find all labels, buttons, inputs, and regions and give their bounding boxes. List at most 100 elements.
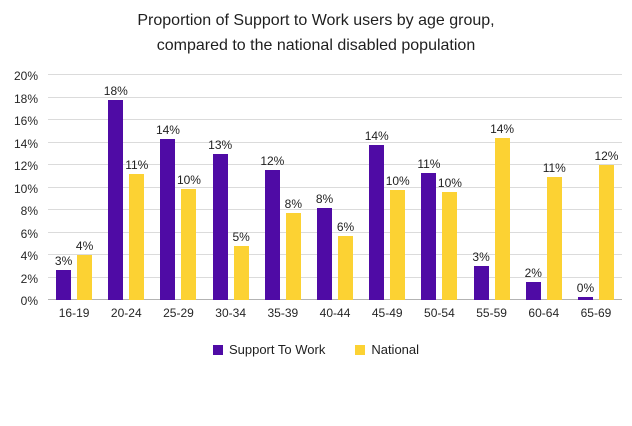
x-tick-label-60-64: 60-64 [528,306,560,320]
y-tick-label: 8% [20,204,38,218]
bar-value-label: 8% [315,191,334,206]
legend-item-national: National [355,342,419,357]
bar-support-to-work-40-44: 8% [316,192,333,300]
y-tick-label: 4% [20,249,38,263]
bar-support-to-work-30-34: 13% [208,138,232,300]
gridline-16% [48,119,622,120]
bar-group-20-24: 18% 11% [100,75,152,300]
gridline-14% [48,141,622,143]
y-axis: 0% 2% 4% 6% 8% 10% 12% 14% 16% 18% 20% [0,69,42,308]
gridline-6% [48,231,622,233]
legend: Support To Work National [0,342,632,357]
y-tick-label: 12% [13,159,38,173]
bar-value-label: 6% [336,219,355,234]
gridline-18% [48,96,622,98]
bar-group-60-64: 2% 11% [518,75,570,300]
bar-value-label: 0% [576,280,595,295]
x-tick-label-16-19: 16-19 [58,306,90,320]
bar-group-25-29: 14% 10% [152,75,204,300]
bar-national-20-24: 11% [125,158,148,300]
y-tick-label: 14% [13,136,38,151]
x-tick-label-65-69: 65-69 [580,306,612,320]
chart-title: Proportion of Support to Work users by a… [0,9,632,59]
bar-value-label: 12% [260,153,285,168]
bar-support-to-work-50-54: 11% [417,157,440,300]
bar-value-label: 10% [385,173,410,188]
bar-national-35-39: 8% [285,197,302,300]
bar-group-45-49: 14% 10% [361,75,413,300]
y-tick-label: 0% [20,294,38,308]
chart-title-line1: Proportion of Support to Work users by a… [137,12,495,29]
y-tick-label: 2% [20,271,38,286]
bar-support-to-work-45-49: 14% [365,129,389,300]
gridline-10% [48,186,622,188]
bar-value-label: 5% [232,230,250,244]
bar-value-label: 3% [472,250,490,265]
bar-support-to-work-60-64: 2% [525,266,542,300]
bar-groups: 3% 4% 18% 11% 14% 10% 13% 5% 12% 8% 8% 6% 14% 10% 11% 1… [48,75,622,300]
bar-group-50-54: 11% 10% [413,75,465,300]
y-tick-label: 6% [20,226,38,241]
y-tick-label: 18% [13,91,38,106]
x-tick-label-35-39: 35-39 [267,306,299,320]
bar-value-label: 10% [176,172,201,187]
bar-support-to-work-65-69: 0% [577,281,594,300]
bar-value-label: 18% [103,83,128,98]
legend-item-support-to-work: Support To Work [212,342,326,357]
bar-support-to-work-25-29: 14% [156,123,180,300]
bar-national-45-49: 10% [386,174,410,300]
bar-value-label: 14% [490,122,515,136]
bar-national-65-69: 12% [594,149,618,300]
bar-value-label: 10% [437,176,462,190]
bar-national-16-19: 4% [76,239,93,300]
bar-group-16-19: 3% 4% [48,75,100,300]
gridline-20% [48,74,622,75]
gridline-2% [48,276,622,278]
legend-swatch-national [355,344,366,355]
x-axis-line [48,299,622,300]
x-tick-label-30-34: 30-34 [215,306,246,320]
bar-value-label: 14% [155,123,180,138]
x-tick-label-40-44: 40-44 [319,306,351,320]
plot-area: 3% 4% 18% 11% 14% 10% 13% 5% 12% 8% 8% 6% 14% 10% 11% 1… [48,74,622,300]
bar-national-40-44: 6% [337,220,354,300]
chart-title-line2: compared to the national disabled popula… [156,36,476,54]
x-tick-label-55-59: 55-59 [476,306,507,320]
bar-value-label: 11% [125,158,149,172]
bar-national-60-64: 11% [543,161,566,300]
bar-value-label: 14% [364,128,389,143]
bar-value-label: 11% [542,161,566,176]
bar-value-label: 4% [75,239,94,253]
bar-group-35-39: 12% 8% [257,75,309,300]
gridline-12% [48,164,622,165]
gridline-8% [48,209,622,210]
x-tick-label-20-24: 20-24 [110,306,142,320]
bar-group-55-59: 3% 14% [466,75,518,300]
bar-value-label: 12% [594,149,619,163]
bar-support-to-work-20-24: 18% [104,84,128,300]
bar-national-50-54: 10% [438,176,462,300]
legend-swatch-support-to-work [212,344,223,355]
bar-support-to-work-35-39: 12% [260,154,284,300]
x-axis-labels: 16-19 20-24 25-29 30-34 35-39 40-44 45-49 50-54… [48,306,622,320]
x-tick-label-25-29: 25-29 [163,306,194,320]
bar-value-label: 13% [208,137,233,152]
legend-label-support-to-work: Support To Work [228,342,326,357]
bar-group-65-69: 0% 12% [570,75,622,300]
y-tick-label: 20% [13,69,38,83]
bar-group-30-34: 13% 5% [205,75,257,300]
bar-support-to-work-55-59: 3% [472,250,490,300]
y-tick-label: 10% [13,181,38,196]
bar-group-40-44: 8% 6% [309,75,361,300]
bar-support-to-work-16-19: 3% [55,254,72,300]
bar-value-label: 11% [417,156,441,171]
bar-national-25-29: 10% [177,173,201,300]
x-tick-label-45-49: 45-49 [371,306,403,320]
y-tick-label: 16% [13,114,38,128]
gridline-4% [48,254,622,255]
legend-label-national: National [371,342,420,357]
bar-national-55-59: 14% [490,122,514,300]
x-tick-label-50-54: 50-54 [424,306,455,320]
bar-value-label: 8% [284,197,303,212]
